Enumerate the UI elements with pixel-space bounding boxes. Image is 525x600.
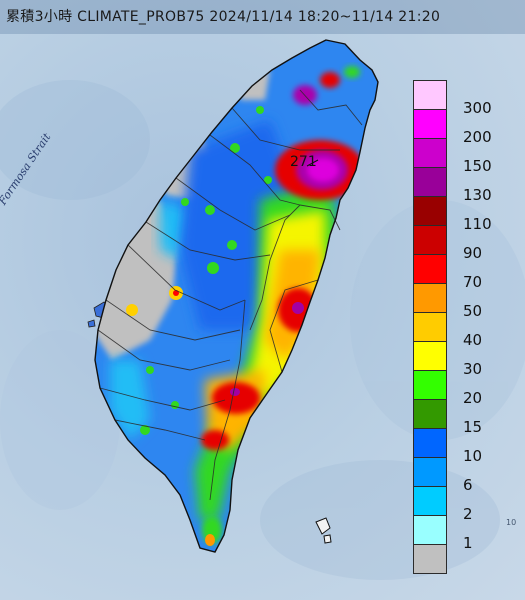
- legend-swatch: [413, 225, 447, 255]
- taiwan-coastline: [94, 39, 379, 553]
- legend-label: 50: [463, 302, 483, 320]
- legend-swatch: [413, 138, 447, 168]
- legend-label: 150: [463, 157, 492, 175]
- color-legend: 300 200 150 130 110 90 70 50 40 30 20 15 10 6 2 1: [413, 80, 523, 574]
- legend-swatch: [413, 196, 447, 226]
- legend-label: 40: [463, 331, 483, 349]
- max-value-marker: 271: [290, 154, 319, 170]
- edge-label: 10: [506, 518, 517, 527]
- legend-swatch: [413, 283, 447, 313]
- county-boundaries: [97, 89, 363, 501]
- legend-swatch: [413, 399, 447, 429]
- legend-label: 90: [463, 244, 483, 262]
- legend-swatch: [413, 370, 447, 400]
- legend-label: 15: [463, 418, 483, 436]
- legend-swatch: [413, 80, 447, 110]
- legend-label: 10: [463, 447, 483, 465]
- legend-swatch: [413, 428, 447, 458]
- legend-label: 130: [463, 186, 492, 204]
- legend-label: 2: [463, 505, 473, 523]
- map-title: 累積3小時 CLIMATE_PROB75 2024/11/14 18:20~11…: [6, 9, 441, 25]
- legend-label: 200: [463, 128, 492, 146]
- legend-swatch: [413, 544, 447, 574]
- max-value-label: 271: [290, 154, 317, 170]
- legend-swatch: [413, 515, 447, 545]
- legend-swatch: [413, 457, 447, 487]
- legend-swatch: [413, 312, 447, 342]
- legend-label: 110: [463, 215, 492, 233]
- legend-label: 30: [463, 360, 483, 378]
- legend-label: 6: [463, 476, 473, 494]
- legend-label: 20: [463, 389, 483, 407]
- offshore-islands: [315, 517, 332, 544]
- legend-label: 1: [463, 534, 473, 552]
- legend-swatch: [413, 254, 447, 284]
- legend-swatch: [413, 341, 447, 371]
- legend-label: 70: [463, 273, 483, 291]
- legend-swatch: [413, 167, 447, 197]
- title-bar: [0, 0, 525, 34]
- legend-label: 300: [463, 99, 492, 117]
- legend-swatch: [413, 109, 447, 139]
- legend-swatch: [413, 486, 447, 516]
